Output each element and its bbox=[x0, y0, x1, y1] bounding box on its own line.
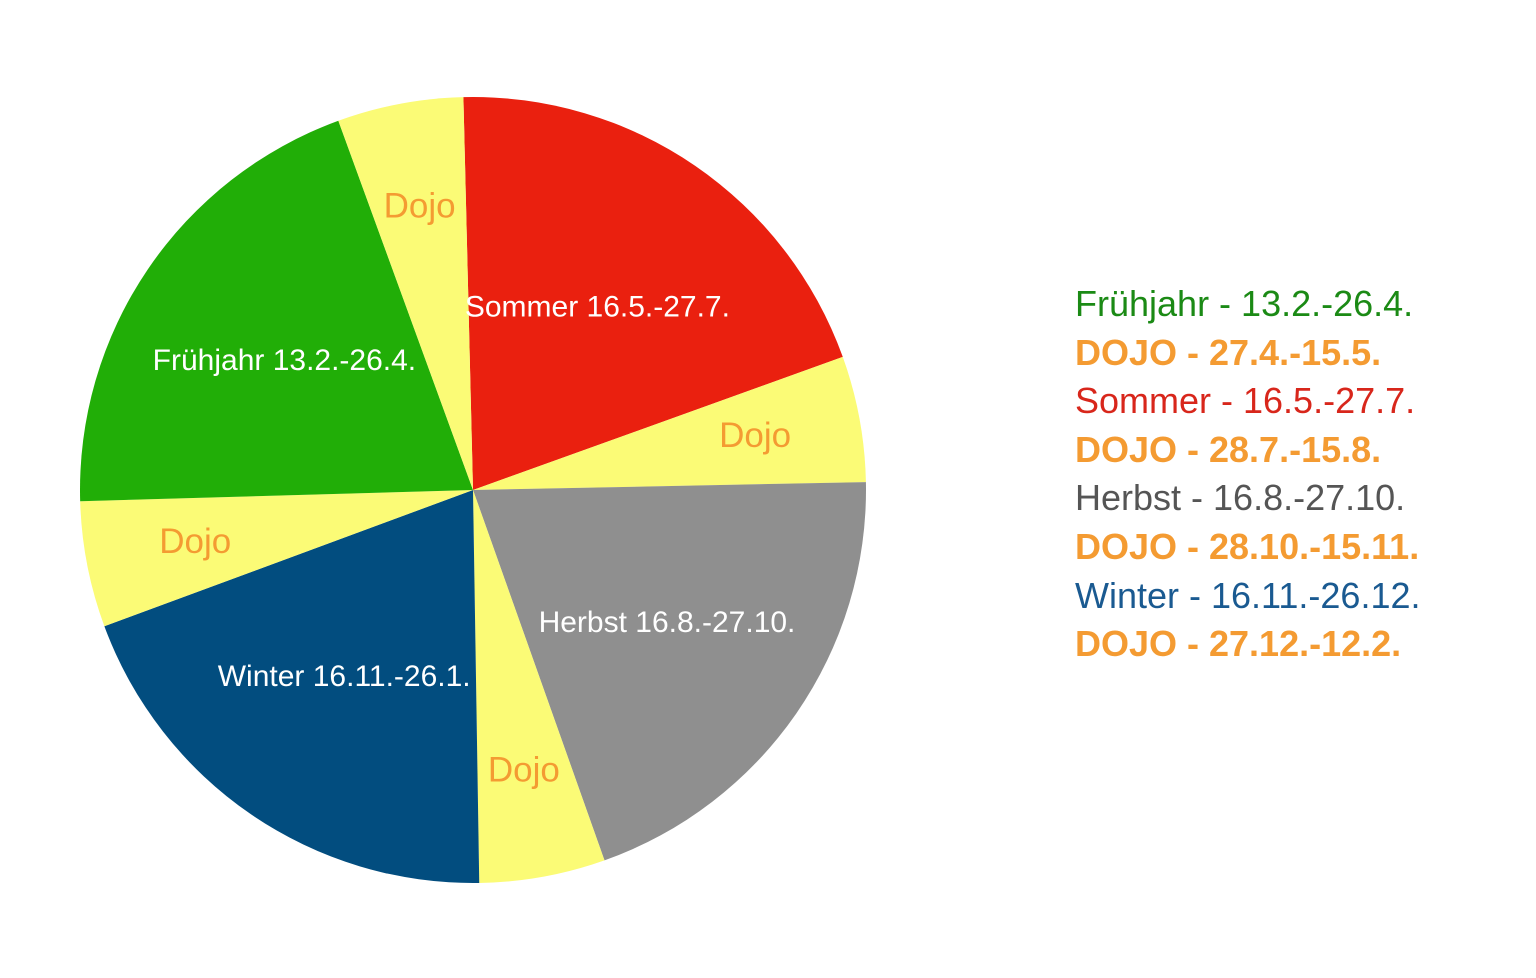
pie-slice-5 bbox=[104, 490, 480, 883]
legend: Frühjahr - 13.2.-26.4. DOJO - 27.4.-15.5… bbox=[1075, 280, 1515, 669]
pie-slice-label-3: Herbst 16.8.-27.10. bbox=[539, 606, 796, 639]
legend-entry-dojo-2: DOJO - 28.7.-15.8. bbox=[1075, 428, 1382, 470]
legend-entry-winter: Winter - 16.11.-26.12. bbox=[1075, 574, 1421, 616]
pie-slice-4 bbox=[473, 490, 605, 883]
legend-entry-sommer: Sommer - 16.5.-27.7. bbox=[1075, 380, 1416, 422]
pie-slice-7 bbox=[79, 120, 473, 502]
pie-slice-label-1: Sommer 16.5.-27.7. bbox=[465, 290, 730, 323]
pie-slice-8 bbox=[338, 97, 473, 491]
pie-slice-label-5: Winter 16.11.-26.1. bbox=[218, 660, 471, 693]
legend-entry-dojo-4: DOJO - 27.12.-12.2. bbox=[1075, 623, 1402, 665]
legend-entry-herbst: Herbst - 16.8.-27.10. bbox=[1075, 477, 1406, 519]
pie-slice-label-7: Frühjahr 13.2.-26.4. bbox=[153, 344, 416, 377]
pie-slice-labels: Sommer 16.5.-27.7. Dojo Herbst 16.8.-27.10… bbox=[153, 186, 796, 789]
legend-entry-fruehjahr: Frühjahr - 13.2.-26.4. bbox=[1075, 283, 1414, 324]
pie-slice-2 bbox=[473, 356, 866, 490]
pie-slices bbox=[79, 97, 866, 883]
pie-slice-label-8: Dojo bbox=[384, 186, 456, 225]
pie-slice-1 bbox=[463, 97, 843, 490]
pie-slice-label-2: Dojo bbox=[719, 416, 791, 455]
pie-slice-label-6: Dojo bbox=[159, 522, 231, 561]
legend-entry-dojo-3: DOJO - 28.10.-15.11. bbox=[1075, 525, 1420, 567]
legend-entry-dojo-1: DOJO - 27.4.-15.5. bbox=[1075, 331, 1382, 373]
pie-slice-3 bbox=[473, 482, 866, 861]
pie-slice-6 bbox=[80, 490, 473, 627]
pie-slice-label-4: Dojo bbox=[488, 751, 560, 790]
